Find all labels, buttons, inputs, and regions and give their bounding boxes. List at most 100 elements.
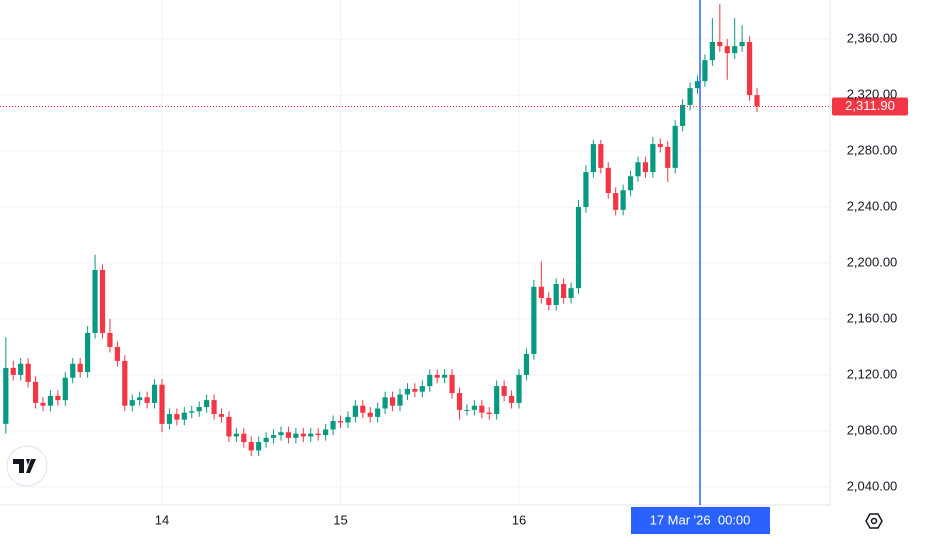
candle-body <box>583 172 589 208</box>
y-tick-label: 2,120.00 <box>847 366 898 381</box>
candle-body <box>620 190 626 210</box>
candle-body <box>18 363 24 375</box>
candle-body <box>732 46 738 54</box>
candle-body <box>575 207 582 289</box>
candle-body <box>717 41 723 47</box>
candle-body <box>308 433 314 437</box>
candle-body <box>360 405 366 413</box>
candle-body <box>315 433 321 436</box>
y-tick-label: 2,200.00 <box>847 254 898 269</box>
candle-body <box>479 405 485 413</box>
candle-body <box>389 397 396 406</box>
candle-body <box>85 332 91 373</box>
candle-body <box>739 41 745 47</box>
candle-body <box>367 412 373 417</box>
candle-body <box>159 384 165 424</box>
candle-body <box>449 374 455 394</box>
candle-body <box>70 363 76 378</box>
candle-body <box>204 400 210 408</box>
x-tick-label: 15 <box>333 512 347 527</box>
candle-body <box>538 286 544 298</box>
last-price-box <box>832 97 908 116</box>
candle-body <box>114 346 120 361</box>
candle-body <box>129 400 135 406</box>
candle-body <box>40 402 46 406</box>
y-tick-label: 2,280.00 <box>847 143 898 158</box>
y-tick-label: 2,320.00 <box>847 87 898 102</box>
candle-body <box>546 297 552 305</box>
candle-body <box>494 386 500 415</box>
candle-body <box>464 409 470 411</box>
candle-body <box>702 60 708 82</box>
candle-body <box>553 283 559 305</box>
candle-body <box>211 400 217 415</box>
candle-body <box>531 286 537 354</box>
tv-logo[interactable] <box>6 445 48 487</box>
settings-icon[interactable] <box>865 513 883 529</box>
y-tick-label: 2,160.00 <box>847 310 898 325</box>
candle-body <box>166 414 173 424</box>
candle-body <box>241 433 247 443</box>
candle-body <box>226 416 232 437</box>
candle-body <box>568 288 574 298</box>
candle-body <box>471 405 477 410</box>
candle-body <box>137 397 143 401</box>
candle-body <box>404 388 411 395</box>
x-tick-label: 14 <box>155 512 169 527</box>
candle-body <box>256 442 262 451</box>
candle-body <box>181 412 187 420</box>
candle-body <box>665 146 671 168</box>
candle-body <box>92 269 98 333</box>
candle-body <box>174 414 180 420</box>
candle-body <box>122 360 128 406</box>
candle-body <box>278 432 284 436</box>
crosshair-label-box <box>631 507 770 534</box>
candle-body <box>486 412 492 415</box>
candle-body <box>218 414 225 417</box>
candle-body <box>694 81 701 89</box>
candle-body <box>635 162 641 177</box>
candle-body <box>516 374 522 403</box>
candle-body <box>99 269 106 333</box>
candle-body <box>680 104 686 126</box>
candle-body <box>442 374 448 378</box>
candle-body <box>709 41 715 61</box>
crosshair-label: 17 Mar '26 00:00 <box>650 512 751 527</box>
last-price-label: 2,311.90 <box>845 98 895 113</box>
y-tick-label: 2,080.00 <box>847 422 898 437</box>
y-tick-label: 2,040.00 <box>847 478 898 493</box>
candle-body <box>613 193 619 210</box>
candle-body <box>434 374 440 378</box>
candle-body <box>285 432 292 438</box>
candle-body <box>754 95 760 107</box>
candle-body <box>561 283 567 298</box>
candle-body <box>456 393 463 410</box>
candle-body <box>412 388 418 392</box>
candle-body <box>47 395 54 406</box>
candle-body <box>523 353 530 375</box>
candle-body <box>746 41 753 96</box>
candle-body <box>501 386 507 396</box>
candle-body <box>196 407 202 412</box>
candle-body <box>248 442 254 451</box>
candle-body <box>189 411 195 413</box>
x-tick-label: 16 <box>512 512 526 527</box>
candle-body <box>687 88 693 105</box>
candle-body <box>323 429 329 436</box>
candle-body <box>397 394 403 406</box>
candle-body <box>300 433 306 437</box>
candle-body <box>151 384 158 403</box>
candle-body <box>724 46 730 54</box>
candle-body <box>352 405 358 417</box>
candle-body <box>642 162 649 173</box>
candle-body <box>382 397 388 409</box>
candle-body <box>270 435 277 438</box>
candle-body <box>605 167 611 194</box>
candle-body <box>330 421 336 430</box>
candle-body <box>293 433 299 438</box>
candle-body <box>627 176 634 191</box>
candle-body <box>375 408 381 417</box>
candle-body <box>77 363 83 373</box>
candle-body <box>144 397 150 403</box>
